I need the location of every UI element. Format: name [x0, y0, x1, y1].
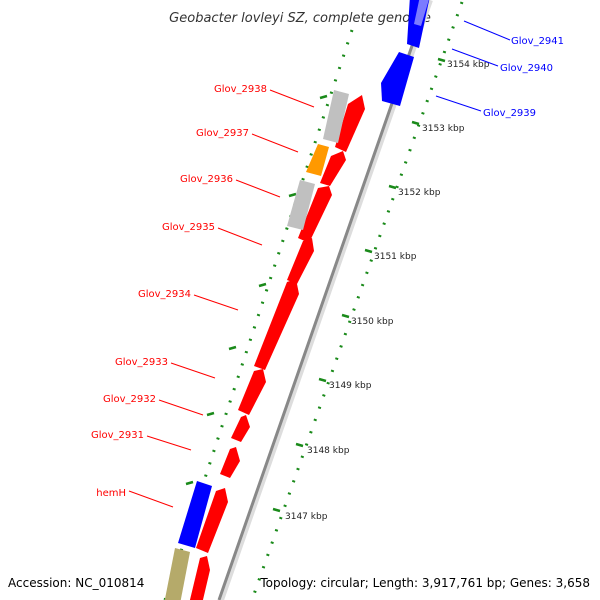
scale-label-3151: 3151 kbp [374, 252, 417, 262]
gene-label-glov-2932: Glov_2932 [103, 394, 156, 405]
scale-label-3149: 3149 kbp [329, 381, 372, 391]
scale-label-3148: 3148 kbp [307, 446, 350, 456]
gene-label-glov-2941: Glov_2941 [511, 36, 564, 47]
gene-glov-2933-forward[interactable] [238, 369, 266, 415]
feature-glov-2938[interactable] [323, 90, 349, 143]
gene-label-glov-2940: Glov_2940 [500, 63, 553, 74]
inner-scale-ring [163, 29, 354, 600]
gene-glov-2936-forward[interactable] [298, 186, 332, 243]
accession-label: Accession: NC_010814 [8, 576, 144, 590]
map-title: Geobacter lovleyi SZ, complete genome [169, 11, 431, 26]
gene-label-glov-2931: Glov_2931 [91, 430, 144, 441]
gene-label-glov-2939: Glov_2939 [483, 108, 536, 119]
gene-glov-2939-reverse[interactable] [381, 52, 414, 106]
label-line-glov-2935 [217, 227, 263, 246]
scale-label-3153: 3153 kbp [422, 124, 465, 134]
inner-tick-marks [185, 94, 328, 486]
feature-olive-bottom[interactable] [164, 548, 190, 600]
scale-tick-3153 [411, 120, 420, 126]
label-line-glov-2941 [463, 20, 511, 41]
label-line-glov-2931 [146, 435, 192, 451]
gene-label-glov-2935: Glov_2935 [162, 222, 215, 233]
scale-ticks: 3154 kbp 3153 kbp 3152 kbp 3151 kbp 3150… [272, 57, 490, 522]
gene-glov-2935-forward[interactable] [287, 238, 314, 284]
label-line-glov-2936 [235, 179, 281, 198]
outer-scale-ring [250, 1, 464, 600]
label-line-glov-2933 [170, 362, 216, 379]
gene-glov-2932-forward[interactable] [231, 415, 250, 442]
gene-label-glov-2936: Glov_2936 [180, 174, 233, 185]
label-line-glov-2937 [251, 133, 299, 153]
scale-tick-3149 [318, 377, 327, 383]
gene-glov-2934-forward[interactable] [254, 279, 299, 370]
scale-tick-3148 [295, 442, 304, 448]
gene-glov-2931-forward[interactable] [220, 447, 240, 478]
gene-glov-2938-forward[interactable] [335, 95, 365, 152]
label-line-glov-2938 [269, 89, 315, 108]
label-line-hemh [128, 490, 174, 508]
label-line-glov-2932 [158, 399, 204, 416]
scale-tick-3152 [388, 184, 397, 190]
scale-tick-3150 [341, 313, 350, 319]
gene-glov-2937-forward[interactable] [320, 151, 346, 186]
gene-label-hemh: hemH [96, 488, 126, 499]
feature-glov-2937[interactable] [306, 144, 329, 176]
gene-glov-2941-highlight [414, 0, 429, 26]
genome-summary-label: Topology: circular; Length: 3,917,761 bp… [259, 576, 590, 590]
gene-label-glov-2933: Glov_2933 [115, 357, 168, 368]
label-line-glov-2934 [193, 294, 239, 311]
scale-tick-3154 [437, 57, 446, 63]
label-line-glov-2940 [451, 48, 499, 67]
scale-label-3147: 3147 kbp [285, 512, 328, 522]
scale-label-3152: 3152 kbp [398, 188, 441, 198]
label-line-glov-2939 [435, 95, 482, 112]
gene-hemh-reverse[interactable] [178, 481, 212, 548]
gene-label-glov-2937: Glov_2937 [196, 128, 249, 139]
gene-forward-bottom[interactable] [189, 556, 210, 600]
scale-tick-3151 [364, 248, 373, 254]
scale-label-3154: 3154 kbp [447, 60, 490, 70]
gene-forward-lower[interactable] [196, 488, 228, 553]
scale-tick-3147 [272, 507, 281, 513]
feature-glov-2936[interactable] [287, 180, 315, 230]
scale-label-3150: 3150 kbp [351, 317, 394, 327]
gene-label-glov-2934: Glov_2934 [138, 289, 191, 300]
gene-label-glov-2938: Glov_2938 [214, 84, 267, 95]
